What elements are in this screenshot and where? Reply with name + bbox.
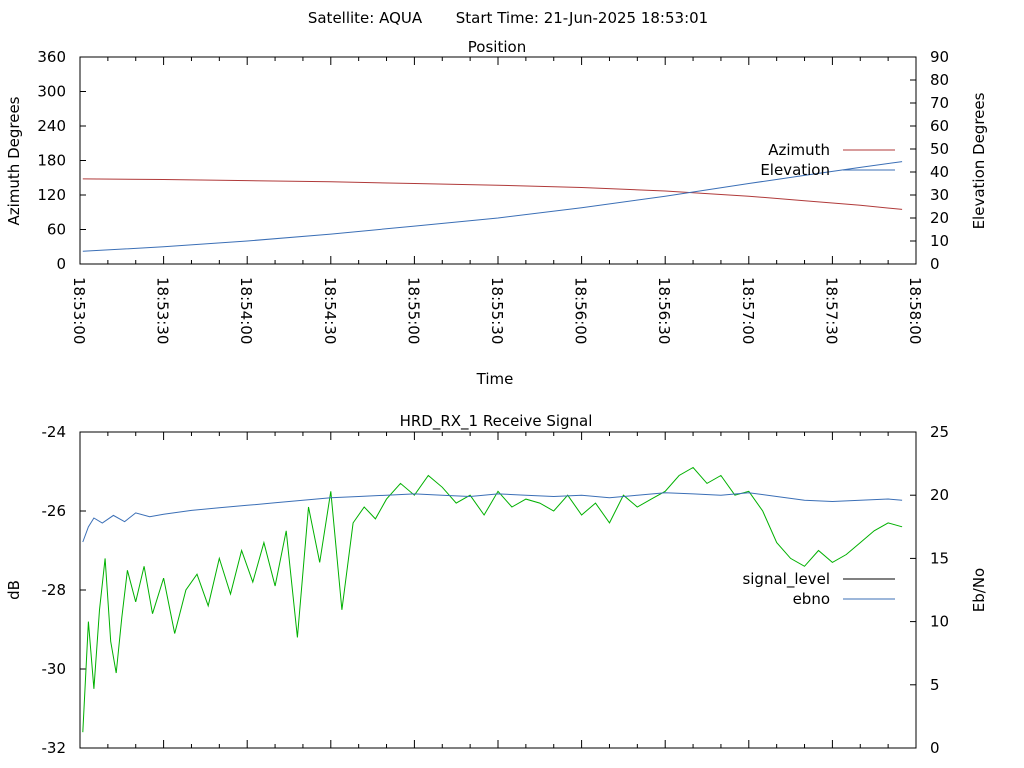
signal-y2-axis-label: Eb/No xyxy=(970,568,988,612)
x-tick-label: 18:57:00 xyxy=(739,277,757,344)
y2-tick-label: 50 xyxy=(930,140,949,158)
x-tick-label: 18:57:30 xyxy=(822,277,840,344)
x-tick-label: 18:54:30 xyxy=(321,277,339,344)
y-tick-label: -26 xyxy=(42,502,67,520)
legend-label-ebno: ebno xyxy=(793,590,830,608)
y-tick-label: 60 xyxy=(47,221,66,239)
y-tick-label: 0 xyxy=(56,255,66,273)
series-line-azimuth xyxy=(82,178,903,210)
position-x-axis-label: Time xyxy=(476,370,514,388)
y2-tick-label: 70 xyxy=(930,94,949,112)
y2-tick-label: 0 xyxy=(930,739,940,757)
x-tick-label: 18:53:00 xyxy=(70,277,88,344)
legend-label-signal-level: signal_level xyxy=(742,570,830,589)
x-tick-label: 18:58:00 xyxy=(906,277,924,344)
y2-tick-label: 90 xyxy=(930,48,949,66)
signal-y-axis-label: dB xyxy=(5,580,23,600)
x-tick-label: 18:56:30 xyxy=(655,277,673,344)
y2-tick-label: 60 xyxy=(930,117,949,135)
signal-plot-frame xyxy=(79,431,917,749)
header-start-time: Start Time: 21-Jun-2025 18:53:01 xyxy=(456,9,708,27)
y-tick-label: -28 xyxy=(42,581,67,599)
y2-tick-label: 10 xyxy=(930,613,949,631)
position-y-axis-label: Azimuth Degrees xyxy=(5,96,23,225)
y2-tick-label: 0 xyxy=(930,255,940,273)
signal-chart-title: HRD_RX_1 Receive Signal xyxy=(400,412,593,431)
y2-tick-label: 40 xyxy=(930,163,949,181)
series-line-signal-level xyxy=(82,466,903,733)
y-tick-label: 240 xyxy=(37,117,66,135)
position-chart: Position Azimuth Degrees Elevation Degre… xyxy=(5,38,988,388)
y-tick-label: 180 xyxy=(37,152,66,170)
y2-tick-label: 5 xyxy=(930,676,940,694)
x-tick-label: 18:55:30 xyxy=(488,277,506,344)
series-line-elevation xyxy=(82,161,903,252)
y-tick-label: 120 xyxy=(37,186,66,204)
y2-tick-label: 20 xyxy=(930,209,949,227)
legend-label-azimuth: Azimuth xyxy=(768,141,830,159)
y2-tick-label: 25 xyxy=(930,423,949,441)
y-tick-label: -24 xyxy=(42,423,67,441)
legend-label-elevation: Elevation xyxy=(760,161,830,179)
y-tick-label: 360 xyxy=(37,48,66,66)
y2-tick-label: 10 xyxy=(930,232,949,250)
series-line-ebno xyxy=(82,492,903,543)
x-tick-label: 18:53:30 xyxy=(154,277,172,344)
position-plot-frame xyxy=(79,56,917,265)
position-chart-title: Position xyxy=(468,38,526,56)
x-tick-label: 18:55:00 xyxy=(404,277,422,344)
x-tick-label: 18:56:00 xyxy=(572,277,590,344)
position-legend: Azimuth Elevation xyxy=(760,141,895,179)
header-satellite: Satellite: AQUA xyxy=(308,9,423,27)
y-tick-label: -30 xyxy=(42,660,67,678)
y-tick-label: 300 xyxy=(37,83,66,101)
signal-chart: HRD_RX_1 Receive Signal dB Eb/No -32 -30 -… xyxy=(5,412,988,757)
y2-tick-label: 80 xyxy=(930,71,949,89)
y2-tick-label: 20 xyxy=(930,486,949,504)
y-tick-label: -32 xyxy=(42,739,67,757)
x-tick-label: 18:54:00 xyxy=(237,277,255,344)
position-y2-axis-label: Elevation Degrees xyxy=(970,92,988,229)
y2-tick-label: 15 xyxy=(930,549,949,567)
y2-tick-label: 30 xyxy=(930,186,949,204)
